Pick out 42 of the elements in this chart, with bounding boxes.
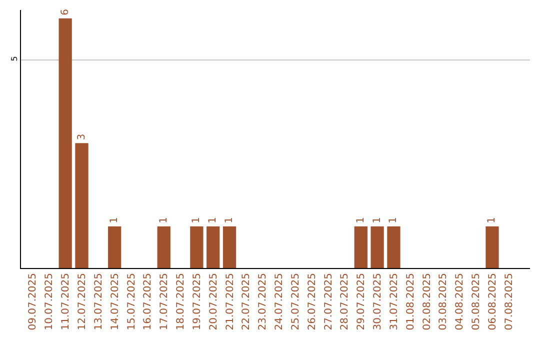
x-tick-label: 01.08.2025 bbox=[405, 273, 416, 330]
data-label: 1 bbox=[224, 217, 236, 224]
x-tick-label: 19.07.2025 bbox=[192, 273, 203, 330]
x-tick-label: 26.07.2025 bbox=[306, 273, 318, 330]
data-label: 1 bbox=[355, 217, 366, 224]
x-tick-label: 22.07.2025 bbox=[241, 273, 252, 330]
x-tick-label: 06.08.2025 bbox=[487, 273, 498, 330]
x-tick-label: 10.07.2025 bbox=[44, 273, 56, 330]
data-label: 1 bbox=[191, 217, 202, 224]
x-tick-label: 14.07.2025 bbox=[110, 273, 121, 330]
y-tick-label: 5 bbox=[10, 56, 19, 62]
x-tick-label: 25.07.2025 bbox=[290, 273, 302, 330]
x-tick-label: 17.07.2025 bbox=[159, 273, 170, 330]
x-tick-label: 28.07.2025 bbox=[340, 273, 351, 330]
data-label: 3 bbox=[76, 134, 88, 140]
x-tick-label: 15.07.2025 bbox=[126, 273, 138, 330]
x-tick-label: 13.07.2025 bbox=[93, 273, 104, 330]
x-tick-label: 30.07.2025 bbox=[372, 273, 384, 330]
x-tick-label: 18.07.2025 bbox=[176, 273, 187, 330]
data-label: 1 bbox=[109, 217, 120, 224]
x-tick-label: 16.07.2025 bbox=[142, 273, 154, 330]
x-tick-label: 23.07.2025 bbox=[258, 273, 269, 330]
x-tick-label: 03.08.2025 bbox=[438, 273, 450, 330]
data-label: 1 bbox=[372, 217, 383, 224]
x-tick-label: 31.07.2025 bbox=[388, 273, 400, 330]
x-tick-label: 09.07.2025 bbox=[28, 273, 39, 330]
data-label: 1 bbox=[388, 217, 400, 224]
x-tick-label: 29.07.2025 bbox=[356, 273, 368, 330]
data-label: 1 bbox=[208, 217, 219, 224]
x-tick-label: 24.07.2025 bbox=[274, 273, 286, 330]
x-tick-label: 07.08.2025 bbox=[504, 273, 515, 330]
data-label: 6 bbox=[60, 8, 71, 16]
x-tick-label: 02.08.2025 bbox=[422, 273, 433, 330]
x-tick-label: 27.07.2025 bbox=[323, 273, 334, 330]
x-tick-label: 21.07.2025 bbox=[224, 273, 236, 330]
x-tick-label: 20.07.2025 bbox=[208, 273, 220, 330]
data-label: 1 bbox=[486, 217, 498, 224]
x-tick-label: 04.08.2025 bbox=[454, 273, 466, 330]
x-tick-label: 11.07.2025 bbox=[60, 273, 72, 330]
x-tick-label: 12.07.2025 bbox=[77, 273, 88, 330]
data-label: 1 bbox=[158, 217, 170, 224]
x-tick-label: 05.08.2025 bbox=[471, 273, 482, 330]
